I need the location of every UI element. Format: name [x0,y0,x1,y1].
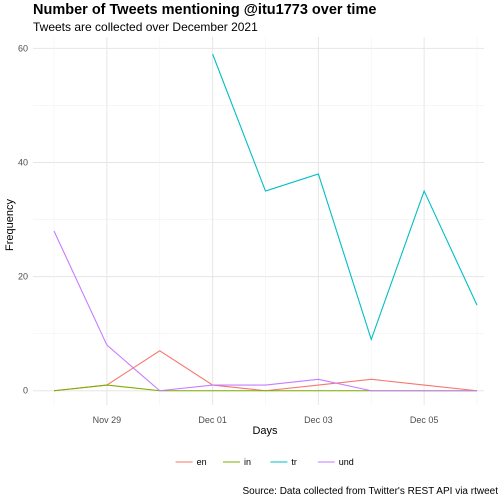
x-tick-label: Dec 03 [304,415,333,425]
x-axis-ticks: Nov 29 Dec 01 Dec 03 Dec 05 [93,415,439,425]
legend-label: tr [291,457,297,467]
legend-label: en [197,457,207,467]
legend-label: in [244,457,251,467]
y-tick-label: 20 [18,272,28,282]
series-line-tr [212,53,478,342]
grid-lines [33,37,484,405]
y-tick-label: 60 [18,43,28,53]
x-tick-label: Dec 01 [198,415,227,425]
x-axis-title: Days [252,425,278,437]
legend-item-in: in [223,457,251,467]
chart-title: Number of Tweets mentioning @itu1773 ove… [33,2,377,18]
series-lines [53,53,478,392]
x-tick-label: Dec 05 [410,415,439,425]
legend: en in tr und [175,457,354,467]
y-tick-label: 40 [18,158,28,168]
legend-item-tr: tr [270,457,297,467]
x-tick-label: Nov 29 [93,415,122,425]
chart-caption: Source: Data collected from Twitter's RE… [242,486,498,497]
y-axis-title: Frequency [4,199,16,251]
legend-label: und [339,457,354,467]
series-line-und [53,230,477,392]
chart-subtitle: Tweets are collected over December 2021 [33,20,258,34]
legend-item-und: und [317,457,354,467]
y-axis-ticks: 0 20 40 60 [18,43,28,395]
y-tick-label: 0 [23,386,28,396]
legend-item-en: en [175,457,207,467]
